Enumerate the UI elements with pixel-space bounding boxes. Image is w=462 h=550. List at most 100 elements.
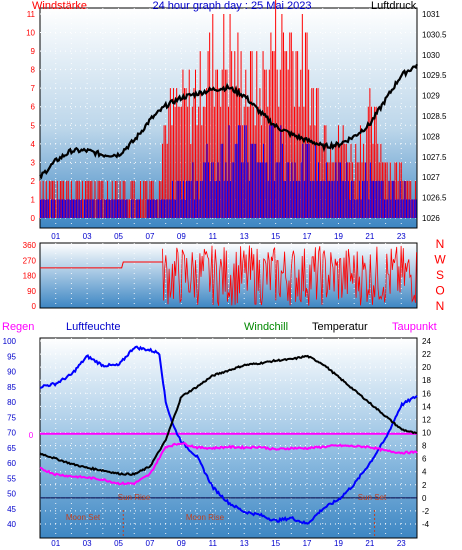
temp-tick-label: 22 (422, 350, 431, 359)
wind-tick-label: 0 (31, 214, 36, 223)
compass-label: W (434, 253, 446, 267)
temp-tick-label: 8 (422, 442, 427, 451)
moon-rise-label: Moon Rise (186, 513, 225, 522)
wind-tick-label: 7 (31, 84, 36, 93)
hour-tick-label: 07 (146, 232, 155, 241)
wind-bars (39, 0, 417, 218)
temp-tick-label: 20 (422, 363, 431, 372)
pressure-tick-label: 1029.5 (422, 71, 447, 80)
compass-label: N (436, 237, 445, 251)
hour-tick-label: 07 (146, 539, 155, 548)
windchill-label: Windchill (244, 321, 288, 333)
pressure-tick-label: 1029 (422, 92, 440, 101)
humidity-tick-label: 75 (7, 413, 16, 422)
hour-tick-label: 05 (114, 539, 123, 548)
wind-tick-label: 2 (31, 177, 36, 186)
temp-tick-label: 16 (422, 389, 431, 398)
humidity-tick-label: 45 (7, 505, 16, 514)
dewpoint-label: Taupunkt (392, 321, 437, 333)
rain-label: Regen (2, 321, 34, 333)
wind-tick-label: 4 (31, 140, 36, 149)
wind-tick-label: 1 (31, 195, 36, 204)
pressure-tick-label: 1026 (422, 214, 440, 223)
wind-tick-label: 5 (31, 121, 36, 130)
pressure-line (39, 63, 419, 180)
wind-tick-label: 8 (31, 66, 36, 75)
humidity-tick-label: 80 (7, 398, 16, 407)
wind-tick-label: 6 (31, 103, 36, 112)
humidity-tick-label: 40 (7, 520, 16, 529)
humidity-tick-label: 65 (7, 444, 16, 453)
direction-tick-label: 270 (23, 256, 37, 265)
pressure-tick-label: 1031 (422, 10, 440, 19)
hour-tick-label: 15 (271, 539, 280, 548)
moon-set-label: Moon Set (66, 513, 101, 522)
humidity-tick-label: 95 (7, 352, 16, 361)
pressure-tick-label: 1027 (422, 173, 440, 182)
temp-tick-label: -2 (422, 507, 430, 516)
temp-tick-label: 6 (422, 455, 427, 464)
hour-tick-label: 11 (209, 232, 218, 241)
temp-tick-label: 2 (422, 481, 427, 490)
hour-tick-label: 09 (177, 539, 186, 548)
hour-tick-label: 17 (303, 539, 312, 548)
humidity-tick-label: 85 (7, 383, 16, 392)
hour-tick-label: 13 (240, 539, 249, 548)
pressure-tick-label: 1028.5 (422, 112, 447, 121)
series-lines (39, 63, 419, 538)
temp-tick-label: 4 (422, 468, 427, 477)
temp-tick-label: 24 (422, 337, 431, 346)
pressure-axis-label: Luftdruck (371, 0, 417, 12)
hour-tick-label: 23 (397, 232, 406, 241)
pressure-tick-label: 1030 (422, 51, 440, 60)
hour-tick-label: 21 (365, 539, 374, 548)
hour-tick-label: 11 (209, 539, 218, 548)
hour-tick-label: 13 (240, 232, 249, 241)
hour-tick-label: 03 (83, 539, 92, 548)
tick-labels: 0123456789101110261026.510271027.5102810… (3, 10, 447, 548)
sun-rise-label: Sun Rise (118, 493, 151, 502)
temp-tick-label: 12 (422, 415, 431, 424)
pressure-tick-label: 1026.5 (422, 194, 447, 203)
humidity-tick-label: 50 (7, 490, 16, 499)
hour-tick-label: 21 (365, 232, 374, 241)
wind-direction-line (40, 261, 163, 269)
humidity-tick-label: 100 (3, 337, 17, 346)
temp-tick-label: 10 (422, 429, 431, 438)
temperature-label: Temperatur (312, 321, 368, 333)
hour-tick-label: 01 (51, 539, 60, 548)
pressure-tick-label: 1028 (422, 132, 440, 141)
pressure-tick-label: 1030.5 (422, 30, 447, 39)
wind-tick-label: 9 (31, 47, 36, 56)
temperature-line (39, 354, 418, 476)
chart-title: 24 hour graph day : 25 Mai 2023 (152, 0, 311, 12)
wind-tick-label: 11 (27, 10, 36, 19)
wind-axis-label: Windstärke (32, 0, 87, 12)
hour-tick-label: 19 (334, 539, 343, 548)
temp-tick-label: 0 (422, 494, 427, 503)
temp-tick-label: -4 (422, 520, 430, 529)
compass-label: N (436, 299, 445, 313)
humidity-tick-label: 60 (7, 459, 16, 468)
sun-set-label: Sun Set (358, 493, 387, 502)
pressure-tick-label: 1027.5 (422, 153, 447, 162)
direction-tick-label: 180 (23, 272, 37, 281)
humidity-line (39, 345, 418, 525)
dewpoint-line (39, 441, 418, 486)
temp-tick-label: 18 (422, 376, 431, 385)
humidity-tick-label: 55 (7, 474, 16, 483)
hour-tick-label: 17 (303, 232, 312, 241)
direction-tick-label: 90 (27, 287, 36, 296)
hour-tick-label: 05 (114, 232, 123, 241)
humidity-tick-label: 70 (7, 429, 16, 438)
rain-value: 0 (29, 431, 34, 440)
compass-label: O (435, 284, 444, 298)
wind-tick-label: 10 (26, 29, 35, 38)
wind-direction-line (162, 245, 417, 306)
hour-tick-label: 15 (271, 232, 280, 241)
wind-tick-label: 3 (31, 158, 36, 167)
humidity-tick-label: 90 (7, 368, 16, 377)
hour-tick-label: 19 (334, 232, 343, 241)
humidity-label: Luftfeuchte (66, 321, 120, 333)
